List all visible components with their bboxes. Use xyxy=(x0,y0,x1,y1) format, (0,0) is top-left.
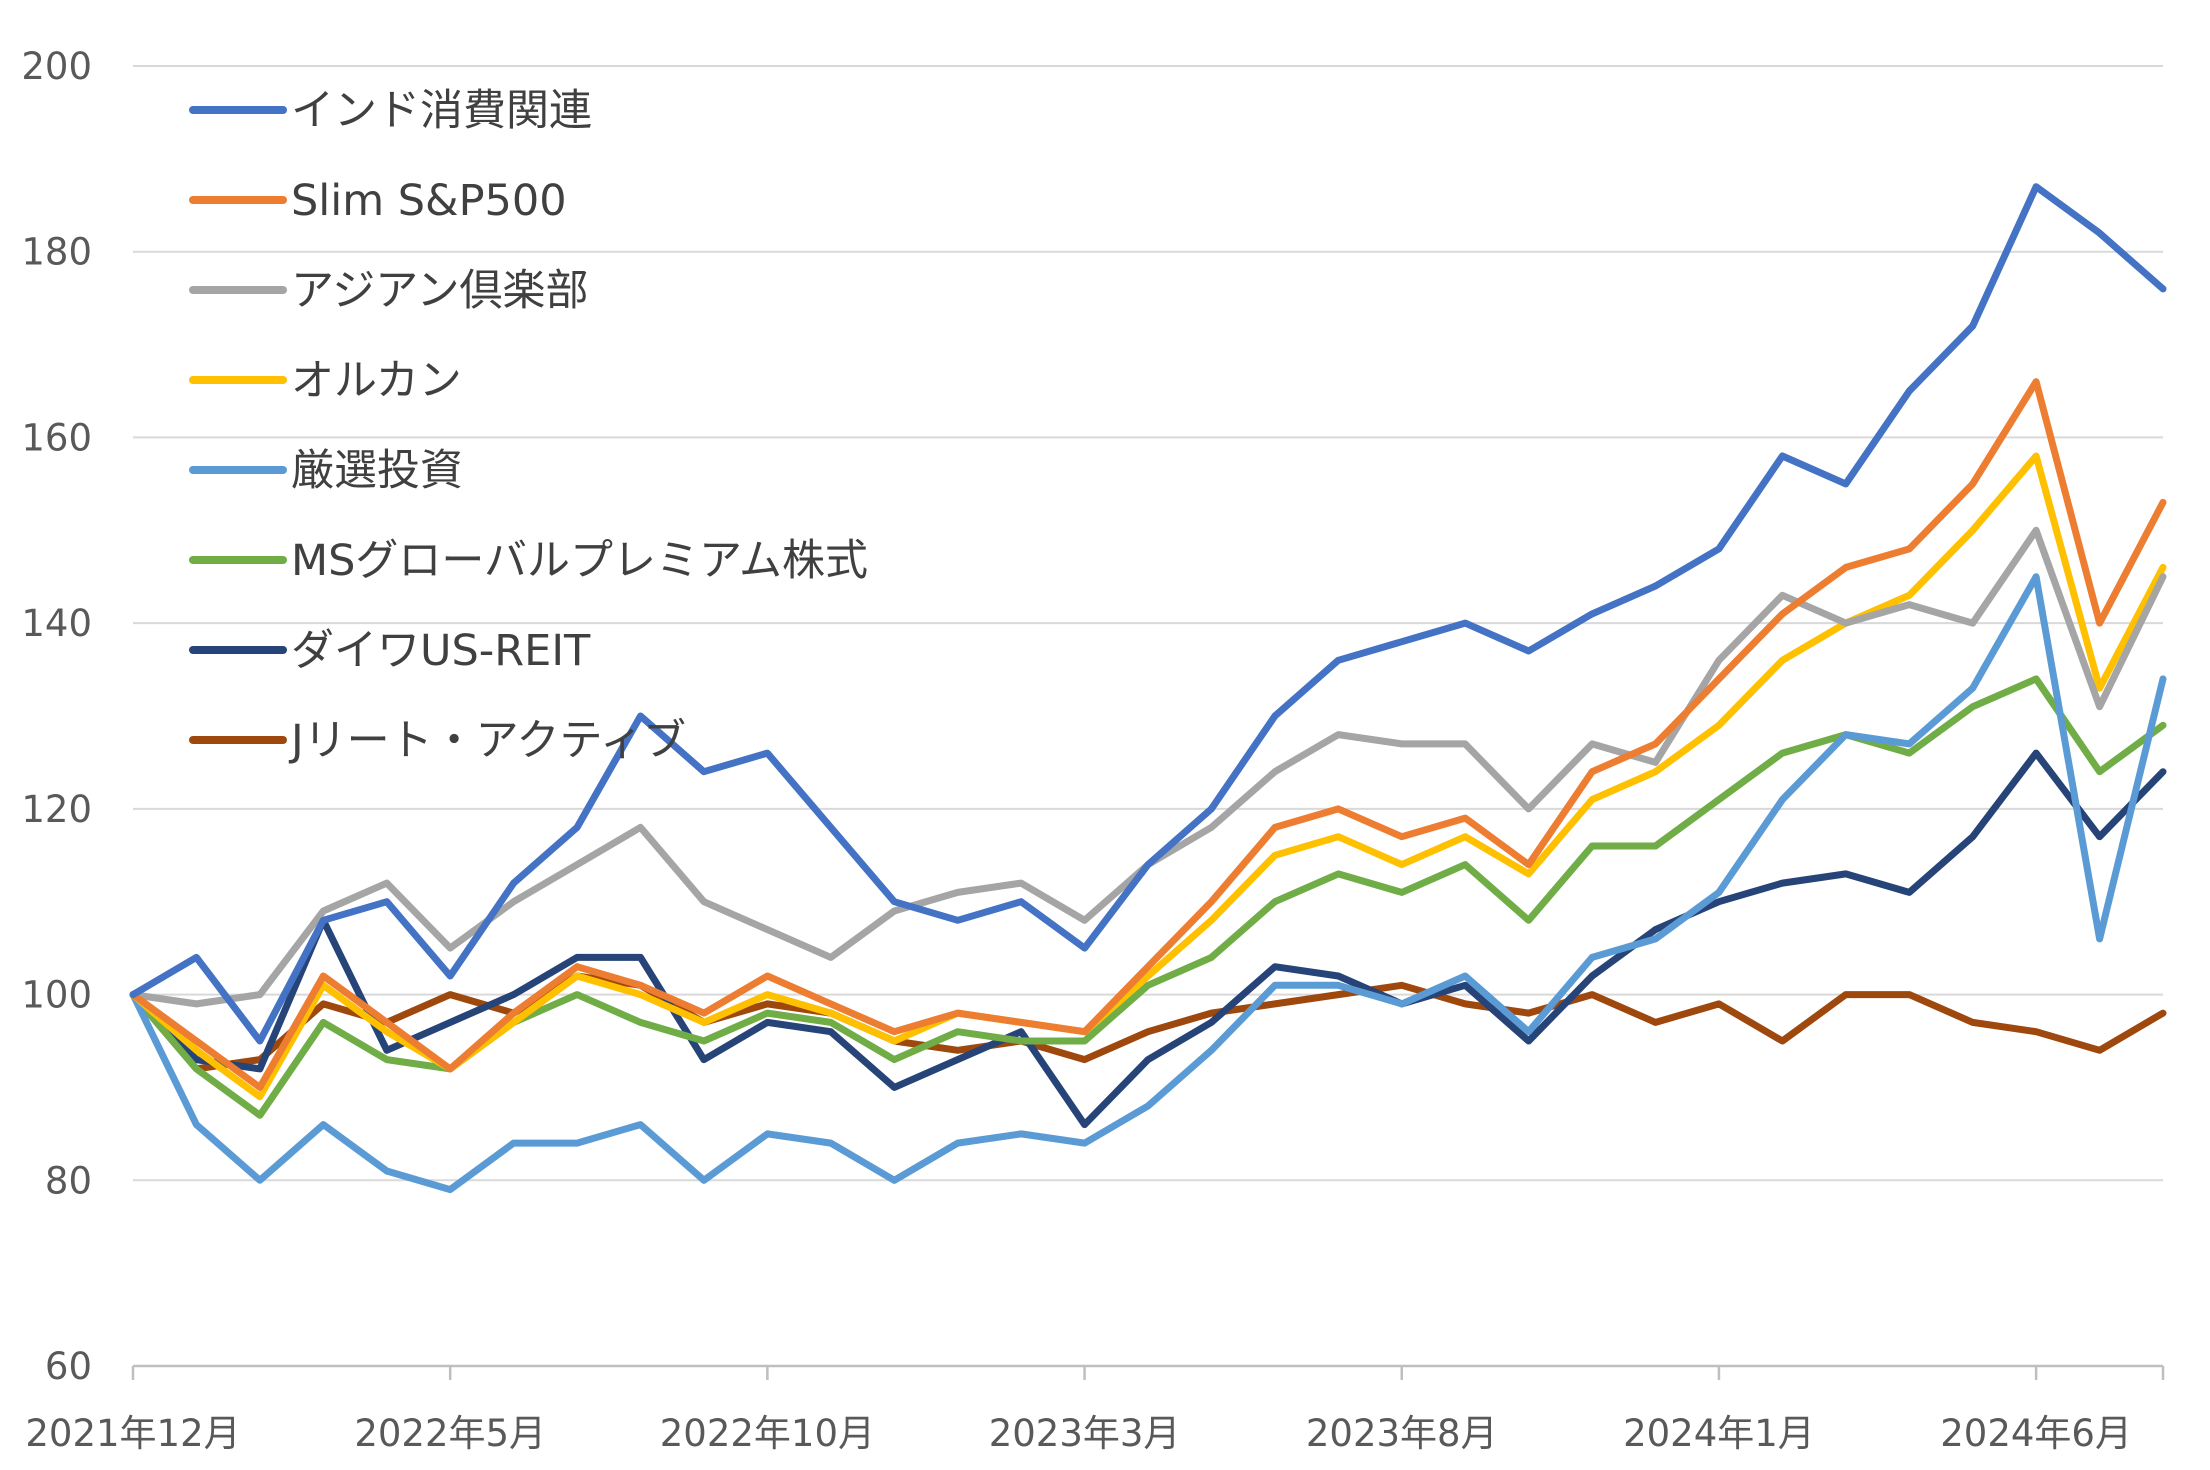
legend-label: MSグローバルプレミアム株式 xyxy=(291,536,868,586)
series-line-2 xyxy=(129,378,2167,1091)
y-tick-label: 80 xyxy=(45,1159,92,1202)
series-lines xyxy=(129,183,2167,1194)
gridlines xyxy=(133,65,2163,1182)
legend-label: Jリート・アクティブ xyxy=(288,716,686,766)
x-tick-label: 2021年12月 xyxy=(25,1412,240,1455)
x-tick-label: 2024年1月 xyxy=(1623,1412,1815,1455)
series-line-1 xyxy=(129,183,2167,1045)
series-line-5 xyxy=(129,573,2167,1194)
axes: 60 80 100 120 140 160 180 200 2021年12月 2022年5月 202… xyxy=(21,45,2165,1455)
y-tick-label: 200 xyxy=(21,45,92,88)
y-tick-label: 100 xyxy=(21,974,92,1017)
y-tick-label: 140 xyxy=(21,602,92,645)
legend-label: 厳選投資 xyxy=(291,446,463,496)
x-tick-label: 2022年10月 xyxy=(660,1412,875,1455)
series-line-8 xyxy=(129,972,2167,1073)
legend-label: ダイワUS-REIT xyxy=(291,626,591,676)
series-line-3 xyxy=(129,526,2167,1008)
y-tick-label: 180 xyxy=(21,231,92,274)
x-tick-label: 2023年8月 xyxy=(1306,1412,1498,1455)
legend-label: アジアン倶楽部 xyxy=(291,266,589,316)
legend-label: Slim S&P500 xyxy=(291,176,567,226)
y-tick-label: 160 xyxy=(21,416,92,459)
y-tick-label: 60 xyxy=(45,1345,92,1388)
y-tick-label: 120 xyxy=(21,788,92,831)
x-tick-label: 2023年3月 xyxy=(989,1412,1181,1455)
x-tick-label: 2022年5月 xyxy=(354,1412,546,1455)
legend-label: インド消費関連 xyxy=(291,86,592,136)
series-line-7 xyxy=(129,749,2167,1129)
legend-label: オルカン xyxy=(291,356,462,406)
x-tick-label: 2024年6月 xyxy=(1940,1412,2132,1455)
